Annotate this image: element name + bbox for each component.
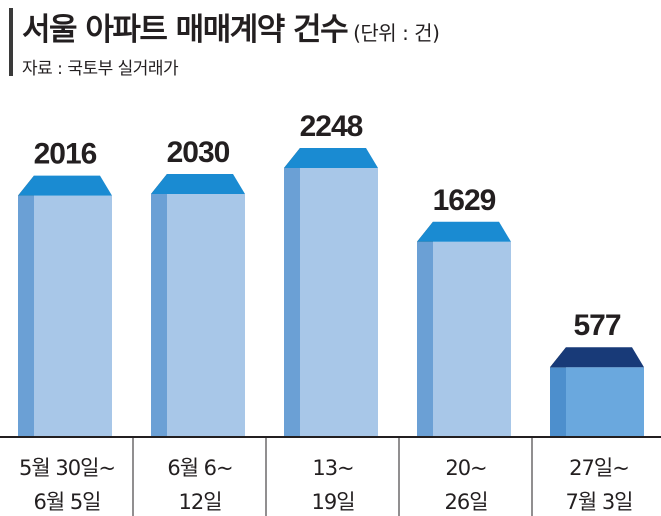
- value-label: 577: [573, 309, 620, 342]
- bar-4: [550, 347, 644, 436]
- bar-cap: [550, 347, 644, 368]
- bar-side: [151, 193, 167, 436]
- source-label: 자료 : 국토부 실거래가: [22, 59, 179, 79]
- bar-cap: [18, 175, 112, 196]
- category-label: 7월 3일: [565, 490, 632, 514]
- bars-group: [18, 148, 644, 436]
- category-label: 20~: [445, 456, 486, 480]
- bar-cap: [284, 148, 378, 168]
- bar-front: [566, 367, 644, 436]
- category-label: 5월 30일~: [19, 456, 115, 480]
- value-label: 2248: [300, 110, 363, 143]
- bar-2: [284, 148, 378, 436]
- category-label: 13~: [312, 456, 353, 480]
- category-label: 19일: [311, 490, 354, 514]
- chart-title: 서울 아파트 매매계약 건수: [22, 12, 349, 48]
- value-label: 1629: [433, 184, 496, 217]
- bar-side: [417, 241, 433, 436]
- value-label: 2016: [34, 138, 97, 171]
- bar-0: [18, 175, 112, 436]
- bar-cap: [417, 221, 511, 242]
- title-accent-bar: [9, 8, 13, 76]
- bar-side: [550, 367, 566, 436]
- title-row: 서울 아파트 매매계약 건수 (단위 : 건): [22, 4, 440, 49]
- bar-1: [151, 173, 245, 436]
- bar-side: [18, 195, 34, 436]
- unit-label: (단위 : 건): [353, 21, 440, 45]
- category-label: 6월 6~: [167, 456, 232, 480]
- value-label: 2030: [167, 136, 230, 169]
- category-label: 6월 5일: [33, 490, 100, 514]
- bar-3: [417, 221, 511, 436]
- category-label: 26일: [444, 490, 487, 514]
- bar-front: [300, 168, 378, 436]
- bar-front: [433, 241, 511, 436]
- bar-side: [284, 168, 300, 436]
- labels-group: 2016 5월 30일~ 6월 5일 2030 6월 6~ 12일 2248 13~ 19일 16…: [19, 110, 634, 516]
- category-label: 27일~: [569, 456, 629, 480]
- bar-front: [34, 195, 112, 436]
- category-label: 12일: [178, 490, 221, 514]
- bar-front: [167, 193, 245, 436]
- bar-cap: [151, 173, 245, 194]
